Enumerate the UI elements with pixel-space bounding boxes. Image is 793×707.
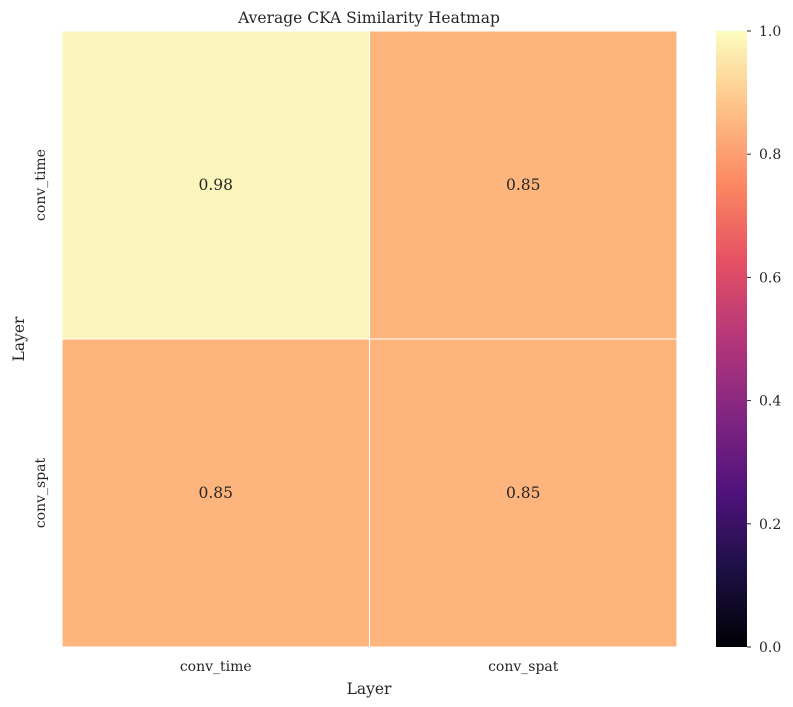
- colorbar-tick-label: 0.2: [759, 517, 781, 533]
- colorbar-tick-label: 0.4: [759, 394, 781, 410]
- colorbar: [716, 31, 747, 647]
- x-tick-label: conv_time: [180, 659, 252, 675]
- heatmap-cell-conv_spat-conv_spat: [369, 338, 678, 648]
- x-axis-tick-labels: conv_time conv_spat: [180, 659, 559, 675]
- cell-value-label: 0.85: [198, 484, 233, 502]
- heatmap-cell-conv_time-conv_spat: [369, 30, 678, 340]
- heatmap-cell-conv_spat-conv_time: [61, 338, 370, 648]
- colorbar-tick-labels: 0.0 0.2 0.4 0.6 0.8 1.0: [747, 24, 781, 656]
- x-axis-label: Layer: [347, 680, 392, 698]
- cell-value-label: 0.98: [198, 176, 233, 194]
- y-tick-label: conv_time: [33, 149, 49, 221]
- colorbar-tick-label: 0.8: [759, 147, 781, 163]
- y-axis-label: Layer: [10, 316, 28, 361]
- y-tick-label: conv_spat: [33, 457, 49, 528]
- cell-value-label: 0.85: [506, 484, 541, 502]
- y-axis-tick-labels: conv_time conv_spat: [33, 149, 49, 528]
- cell-value-label: 0.85: [506, 176, 541, 194]
- colorbar-tick-label: 0.0: [759, 640, 781, 656]
- heatmap-cell-conv_time-conv_time: [61, 30, 370, 340]
- colorbar-tick-label: 0.6: [759, 270, 781, 286]
- colorbar-tick-label: 1.0: [759, 24, 781, 40]
- x-tick-label: conv_spat: [488, 659, 559, 675]
- chart-title: Average CKA Similarity Heatmap: [237, 9, 500, 27]
- heatmap-cells: 0.98 0.85 0.85 0.85: [61, 30, 678, 648]
